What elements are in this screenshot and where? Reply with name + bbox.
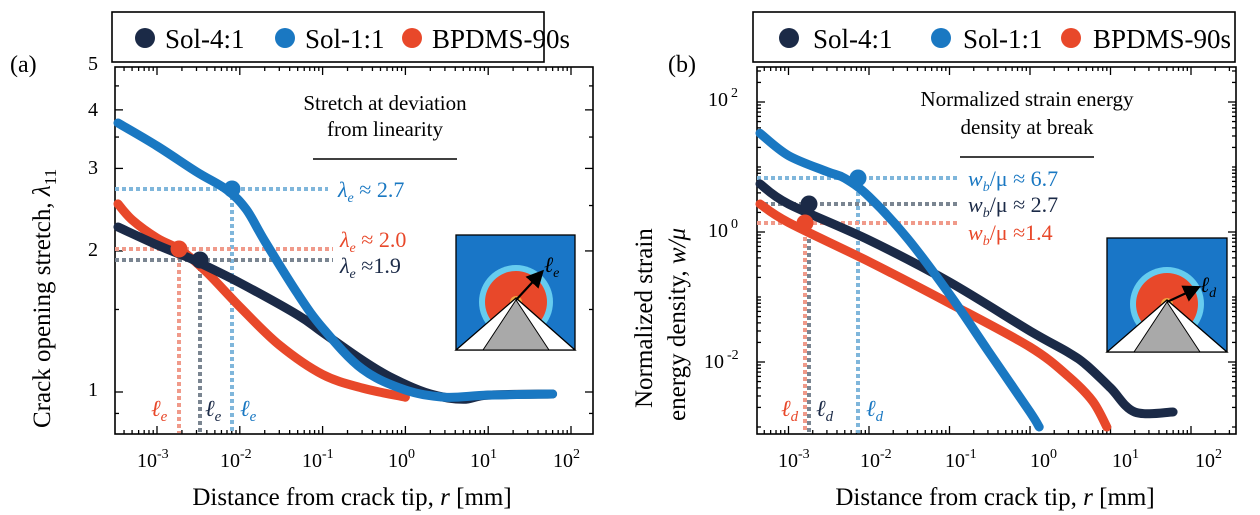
callout-sol41-a: λe ≈1.9 (339, 253, 401, 282)
legend-label-sol41: Sol-4:1 (165, 24, 245, 54)
x-tick-labels-b: 10-3 10-2 10-1 100 101 102 (778, 447, 1222, 472)
x-tick-label: 10-3 (778, 447, 810, 472)
x-tick-label: 102 (553, 447, 580, 472)
inset-length-label-a: ℓe (544, 252, 559, 281)
y-tick-label: 10 2 (708, 86, 738, 111)
panel-b: Sol-4:1 Sol-1:1 BPDMS-90s (b) 10 2 10 0 10… (631, 11, 1237, 511)
legend-marker-sol11 (275, 28, 295, 48)
panel-label-a: (a) (10, 52, 37, 78)
legend-label-sol11: Sol-1:1 (305, 24, 385, 54)
legend-a: Sol-4:1 Sol-1:1 BPDMS-90s (111, 11, 570, 63)
x-tick-label: 102 (1195, 447, 1222, 472)
x-tick-label: 10-2 (220, 447, 252, 472)
x-tick-label: 101 (1112, 447, 1139, 472)
legend-marker-sol11 (931, 28, 951, 48)
annotation-line1-b: Normalized strain energy (920, 87, 1134, 111)
callout-bpdms-b: wb/μ ≈1.4 (968, 220, 1053, 249)
y-tick-label: 4 (88, 99, 98, 121)
x-tick-label: 10-3 (137, 447, 169, 472)
y-axis-label-line2-b: energy density, w/μ (664, 228, 691, 421)
series-line-bpdms (755, 199, 1112, 432)
guide-lines-a (115, 187, 333, 433)
y-tick-label: 3 (88, 157, 98, 179)
x-axis-label-a: Distance from crack tip, r [mm] (192, 484, 511, 511)
legend-marker-sol41 (135, 28, 155, 48)
marker-sol41 (800, 195, 818, 213)
annotation-line1-a: Stretch at deviation (303, 91, 467, 115)
series-line-sol11 (113, 118, 558, 402)
annotation-line2-a: from linearity (327, 117, 444, 141)
plot-frame-b (756, 66, 1237, 435)
callout-bpdms-a: λe ≈ 2.0 (339, 227, 406, 256)
y-tick-label: 5 (88, 53, 98, 75)
marker-bpdms (796, 214, 814, 232)
length-label-bpdms-a: ℓe (151, 396, 168, 425)
length-label-sol11-b: ℓd (866, 396, 884, 425)
inset-arrow (1166, 285, 1201, 303)
legend-marker-bpdms (402, 28, 422, 48)
x-tick-labels-a: 10-3 10-2 10-1 100 101 102 (137, 447, 580, 472)
x-tick-label: 10-1 (302, 447, 334, 472)
marker-sol11 (223, 180, 241, 198)
y-tick-labels-a: 1 2 3 4 5 (88, 53, 98, 401)
length-label-sol11-a: ℓe (240, 396, 257, 425)
callout-sol41-b: wb/μ ≈ 2.7 (968, 192, 1058, 221)
y-tick-label: 2 (88, 239, 98, 261)
marker-sol41 (191, 251, 209, 269)
callout-sol11-b: wb/μ ≈ 6.7 (968, 166, 1058, 195)
ticks-a (115, 67, 593, 434)
marker-bpdms (170, 240, 188, 258)
legend-marker-sol41 (779, 28, 799, 48)
y-tick-label: 1 (88, 379, 98, 401)
x-axis-label-b: Distance from crack tip, r [mm] (835, 484, 1154, 511)
legend-label-bpdms: BPDMS-90s (432, 24, 570, 54)
inset-schematic-b: ℓd (1105, 237, 1229, 353)
inset-arrow (515, 269, 544, 301)
inset-schematic-a: ℓe (454, 234, 577, 351)
panel-a: Sol-4:1 Sol-1:1 BPDMS-90s (a) 1 2 3 4 5 … (10, 11, 594, 511)
inset-crack (482, 299, 550, 351)
length-label-sol41-a: ℓe (205, 396, 222, 425)
y-axis-label-line1-b: Normalized strain (631, 228, 658, 408)
inset-crack (1133, 301, 1201, 353)
series-line-bpdms (113, 199, 410, 402)
marker-sol11 (849, 169, 867, 187)
series-line-sol41 (755, 179, 1178, 419)
x-tick-label: 100 (388, 447, 415, 472)
legend-box (111, 11, 545, 63)
inset-length-label-b: ℓd (1200, 272, 1217, 301)
x-tick-label: 10-2 (860, 447, 892, 472)
callout-sol11-a: λe ≈ 2.7 (337, 177, 404, 206)
ticks-b (757, 67, 1236, 434)
legend-label-bpdms: BPDMS-90s (1093, 24, 1231, 54)
length-label-sol41-b: ℓd (816, 396, 834, 425)
length-label-bpdms-b: ℓd (781, 396, 799, 425)
series-line-sol11 (755, 128, 1044, 432)
legend-label-sol41: Sol-4:1 (813, 24, 893, 54)
legend-b: Sol-4:1 Sol-1:1 BPDMS-90s (752, 11, 1236, 63)
guide-lines-b (757, 176, 958, 433)
x-tick-label: 100 (1030, 447, 1057, 472)
annotation-line2-b: density at break (961, 115, 1094, 139)
y-tick-label: 10 0 (708, 217, 738, 242)
y-axis-label-a: Crack opening stretch, λ11 (29, 169, 60, 428)
panel-label-b: (b) (668, 52, 696, 78)
legend-label-sol11: Sol-1:1 (963, 24, 1043, 54)
y-tick-labels-b: 10 2 10 0 10 -2 (704, 86, 739, 373)
y-tick-label: 10 -2 (704, 348, 739, 373)
x-tick-label: 101 (470, 447, 497, 472)
legend-marker-bpdms (1061, 28, 1081, 48)
legend-box (752, 11, 1236, 63)
x-tick-label: 10-1 (945, 447, 977, 472)
